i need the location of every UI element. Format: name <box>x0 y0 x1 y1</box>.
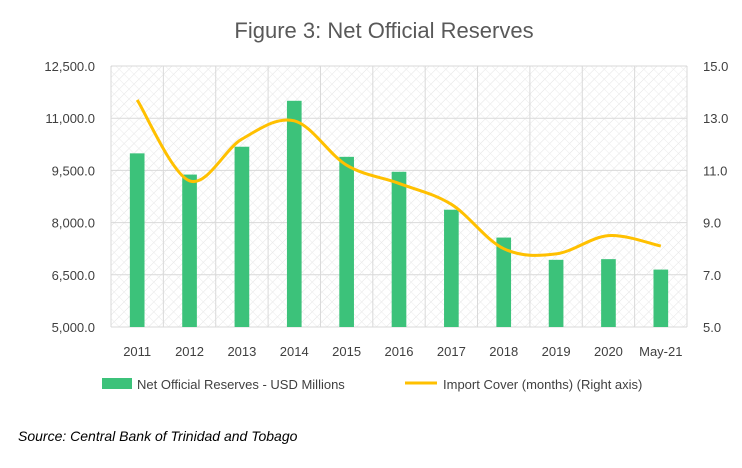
bar-2016 <box>391 171 407 327</box>
bar-2017 <box>444 209 459 327</box>
x-tick-label: 2018 <box>489 344 518 359</box>
right-tick-label: 11.0 <box>703 163 727 178</box>
x-axis: 2011 2012 2013 2014 2015 2016 2017 2018 2019 2020… <box>123 344 682 359</box>
chart-title: Figure 3: Net Official Reserves <box>234 18 533 43</box>
bar-2012 <box>182 174 197 327</box>
import-cover-line <box>135 99 662 257</box>
bar-2019 <box>548 259 564 327</box>
x-tick-label: 2014 <box>280 344 309 359</box>
bar-2018 <box>496 237 512 327</box>
x-tick-label: 2020 <box>594 344 623 359</box>
left-axis: 5,000.0 6,500.0 8,000.0 9,500.0 11,000.0 12,5… <box>44 59 95 335</box>
bar-series <box>129 100 669 327</box>
right-tick-label: 13.0 <box>703 111 728 126</box>
x-tick-label: 2016 <box>385 344 414 359</box>
right-tick-label: 9.0 <box>703 216 721 231</box>
legend-bar-label: Net Official Reserves - USD Millions <box>137 377 345 392</box>
gridlines <box>110 65 688 328</box>
x-tick-label: 2013 <box>227 344 256 359</box>
x-tick-label: 2011 <box>123 344 151 359</box>
bar-2011 <box>129 153 145 327</box>
legend: Net Official Reserves - USD Millions Imp… <box>102 377 642 392</box>
right-tick-label: 15.0 <box>703 59 728 74</box>
bar-2014 <box>286 100 302 327</box>
bar-2015 <box>339 156 354 327</box>
left-tick-label: 11,000.0 <box>45 111 95 126</box>
bar-May-21 <box>653 269 669 327</box>
legend-line-label: Import Cover (months) (Right axis) <box>443 377 642 392</box>
left-tick-label: 8,000.0 <box>52 216 95 231</box>
left-tick-label: 12,500.0 <box>44 59 95 74</box>
x-tick-label: 2012 <box>175 344 204 359</box>
x-tick-label: 2017 <box>437 344 466 359</box>
left-tick-label: 5,000.0 <box>52 320 95 335</box>
bar-2020 <box>601 259 616 327</box>
left-tick-label: 6,500.0 <box>52 268 95 283</box>
right-axis: 5.0 7.0 9.0 11.0 13.0 15.0 <box>703 59 728 335</box>
left-tick-label: 9,500.0 <box>52 163 95 178</box>
x-tick-label: 2019 <box>542 344 571 359</box>
right-tick-label: 5.0 <box>703 320 721 335</box>
x-tick-label: 2015 <box>332 344 361 359</box>
legend-bar-swatch <box>102 378 132 389</box>
x-tick-label: May-21 <box>639 344 682 359</box>
right-tick-label: 7.0 <box>703 268 721 283</box>
source-note: Source: Central Bank of Trinidad and Tob… <box>18 428 298 444</box>
bar-2013 <box>234 146 250 327</box>
